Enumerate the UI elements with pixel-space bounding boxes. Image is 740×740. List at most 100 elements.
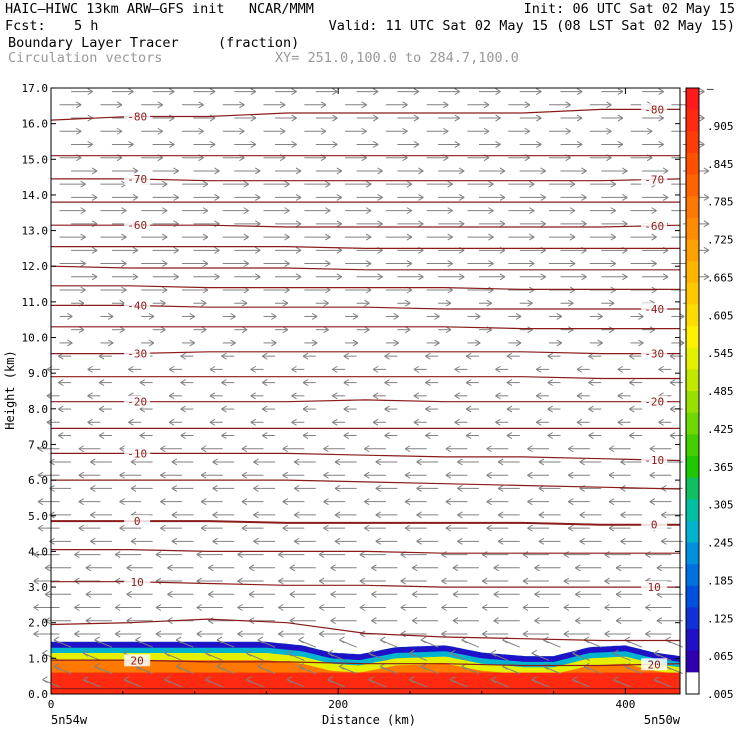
wind-vector-head — [91, 246, 98, 254]
wind-vector-head — [80, 233, 86, 241]
wind-vector-head — [538, 458, 545, 466]
colorbar-swatch — [686, 672, 699, 695]
wind-vector-head — [250, 141, 257, 148]
wind-vector-head — [486, 524, 492, 532]
wind-vector-head — [114, 551, 121, 559]
wind-vector-head — [278, 551, 284, 559]
wind-vector-head — [180, 379, 186, 387]
colorbar-label: .065 — [707, 650, 734, 663]
wind-vector-head — [617, 114, 624, 122]
wind-vector-head — [458, 220, 465, 228]
wind-vector-head — [139, 379, 146, 387]
contour-label-bg — [641, 518, 668, 531]
wind-vector-head — [169, 88, 175, 95]
wind-vector-head — [119, 445, 125, 453]
wind-vector-head — [291, 365, 297, 373]
wind-vector-head — [169, 141, 175, 148]
temperature-contour — [51, 326, 680, 330]
wind-vector-head — [606, 127, 612, 135]
contour-label-bg — [124, 347, 151, 360]
wind-vector-head — [293, 485, 300, 492]
wind-vector-head — [291, 418, 297, 426]
wind-vector-head — [615, 590, 622, 598]
wind-vector-head — [334, 537, 341, 545]
wind-vector-head — [454, 365, 460, 373]
wind-vector-head — [126, 564, 132, 572]
wind-vector-head — [201, 299, 207, 307]
wind-vector-head — [506, 405, 513, 413]
wind-vector-head — [658, 365, 664, 373]
wind-vector-head — [320, 101, 327, 109]
wind-vector-head — [528, 260, 535, 267]
wind-vector-head — [332, 141, 338, 148]
wind-vector-head — [377, 273, 383, 281]
contour-label-bg — [124, 395, 151, 408]
wind-vector-head — [284, 180, 290, 188]
wind-vector-head — [207, 564, 214, 572]
wind-vector-head — [445, 524, 452, 532]
wind-vector-head — [613, 676, 619, 684]
wind-vector-head — [610, 207, 617, 215]
colorbar-swatch — [686, 326, 699, 349]
plot-area: -80 -80 -70 -70 -60 -60 -40 -40 -30 -30 -20 -20 -10 -… — [33, 88, 710, 694]
wind-vector-head — [278, 604, 284, 611]
wind-vector-head — [452, 590, 459, 598]
y-tick-label: 12.0 — [22, 260, 49, 273]
contour-label-bg — [641, 395, 668, 408]
wind-vector-head — [581, 220, 587, 228]
wind-vector-head — [481, 604, 488, 611]
colorbar-label: .485 — [707, 385, 734, 398]
wind-vector-head — [486, 498, 492, 506]
wind-vector-head — [126, 590, 132, 598]
wind-vector-head — [575, 617, 581, 625]
wind-vector-head — [241, 524, 248, 532]
y-tick-label: 10.0 — [22, 332, 49, 345]
wind-vector-head — [254, 193, 261, 201]
wind-vector-head — [78, 498, 85, 506]
colorbar-swatch — [686, 369, 699, 392]
colorbar-label: .365 — [707, 461, 734, 474]
wind-vector-head — [161, 233, 168, 241]
wind-vector-head — [135, 636, 141, 644]
colorbar-label: .125 — [707, 612, 734, 625]
wind-vector-head — [202, 260, 209, 267]
contour-label: 20 — [131, 654, 144, 667]
wind-vector-head — [167, 564, 173, 572]
colorbar-swatch — [686, 239, 699, 262]
wind-vector-head — [669, 405, 676, 413]
wind-vector-head — [189, 339, 196, 347]
wind-vector-head — [339, 636, 345, 644]
contour-label: -20 — [127, 396, 147, 409]
wind-vector-head — [361, 101, 367, 109]
wind-vector-head — [196, 630, 203, 638]
wind-vector-head — [454, 88, 461, 95]
wind-vector-head — [237, 577, 243, 585]
wind-vector-head — [243, 233, 250, 241]
wind-vector-head — [604, 577, 610, 585]
wind-vector-head — [221, 352, 227, 360]
wind-vector-head — [291, 392, 297, 400]
y-tick-label: 17.0 — [22, 82, 49, 95]
colorbar-swatch — [686, 152, 699, 176]
wind-vector-head — [155, 630, 162, 638]
temperature-contour — [51, 351, 680, 355]
wind-vector-head — [569, 233, 576, 241]
wind-vector-head — [241, 299, 248, 307]
wind-vector-head — [94, 636, 100, 644]
wind-vector-head — [87, 392, 93, 400]
contour-label: -40 — [127, 300, 147, 313]
wind-vector-head — [243, 207, 250, 215]
wind-vector-head — [411, 564, 418, 572]
wind-vector-head — [318, 551, 325, 559]
temperature-contour — [51, 246, 680, 249]
wind-vector-head — [540, 193, 546, 201]
wind-vector-head — [425, 405, 431, 413]
wind-vector-head — [116, 101, 123, 109]
wind-vector-head — [327, 676, 334, 684]
wind-vector-head — [458, 193, 465, 201]
wind-vector-head — [445, 498, 452, 506]
wind-vector-head — [703, 273, 710, 281]
temperature-contour — [50, 265, 680, 271]
wind-vector-head — [527, 471, 533, 479]
wind-vector-head — [454, 392, 460, 400]
